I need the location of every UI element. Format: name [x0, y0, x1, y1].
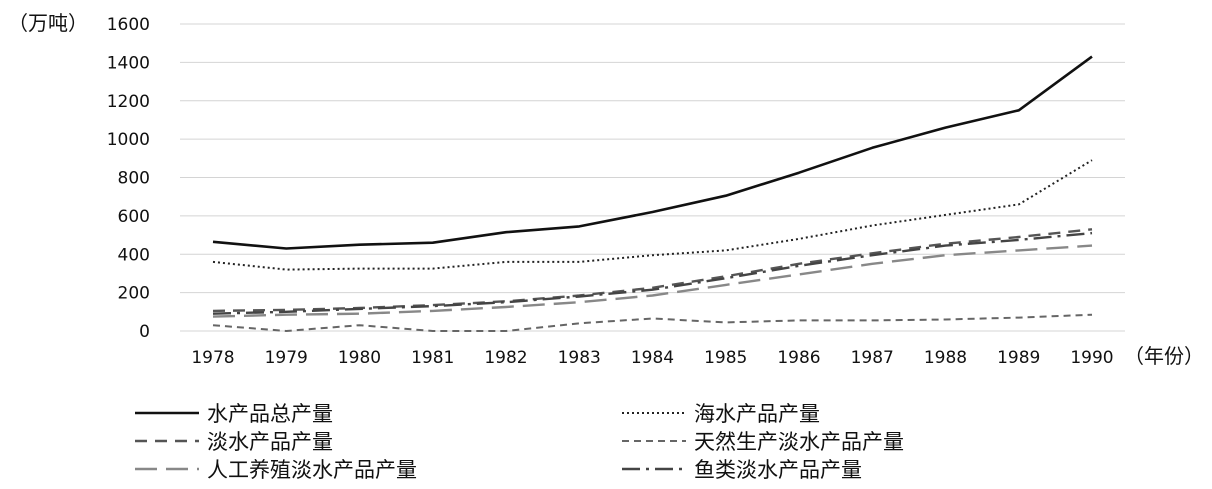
y-tick-label: 1600 — [107, 15, 150, 35]
y-tick-label: 400 — [118, 245, 150, 265]
x-tick-label: 1985 — [704, 348, 747, 368]
x-tick-label: 1986 — [777, 348, 820, 368]
x-tick-label: 1984 — [631, 348, 674, 368]
legend-label-4: 人工养殖淡水产品产量 — [207, 458, 417, 482]
x-axis-label: （年份） — [1124, 344, 1204, 368]
x-tick-label: 1983 — [558, 348, 601, 368]
legend-label-0: 水产品总产量 — [207, 402, 333, 426]
series-line-2 — [212, 228, 1093, 313]
gridlines — [180, 23, 1125, 332]
legend-label-1: 海水产品产量 — [694, 402, 820, 426]
x-tick-label: 1981 — [411, 348, 454, 368]
x-tick-label: 1987 — [851, 348, 894, 368]
y-tick-label: 1400 — [107, 53, 150, 73]
legend-label-3: 天然生产淡水产品产量 — [694, 430, 904, 454]
x-axis-ticks: 1978 1979 1980 1981 1982 1983 1984 1985 1986 1987… — [191, 348, 1113, 368]
y-tick-label: 600 — [118, 207, 150, 227]
legend-label-5: 鱼类淡水产品产量 — [694, 458, 862, 482]
x-tick-label: 1979 — [265, 348, 308, 368]
series-line-3 — [212, 313, 1093, 332]
legend-label-2: 淡水产品产量 — [207, 430, 333, 454]
y-tick-label: 0 — [139, 322, 150, 342]
x-tick-label: 1988 — [924, 348, 967, 368]
series-line-0 — [212, 55, 1093, 250]
x-tick-label: 1990 — [1070, 348, 1113, 368]
y-tick-label: 800 — [118, 169, 150, 189]
y-axis-ticks: 1600 1400 1200 1000 800 600 400 200 0 — [107, 15, 150, 342]
y-tick-label: 200 — [118, 284, 150, 304]
y-tick-label: 1000 — [107, 130, 150, 150]
series-line-1 — [212, 159, 1093, 271]
y-tick-label: 1200 — [107, 92, 150, 112]
series-line-4 — [212, 244, 1093, 318]
x-tick-label: 1978 — [191, 348, 234, 368]
y-axis-label: （万吨） — [8, 11, 88, 35]
x-tick-label: 1982 — [484, 348, 527, 368]
series-lines — [212, 55, 1093, 332]
x-tick-label: 1980 — [338, 348, 381, 368]
x-tick-label: 1989 — [997, 348, 1040, 368]
series-line-5 — [212, 231, 1093, 315]
